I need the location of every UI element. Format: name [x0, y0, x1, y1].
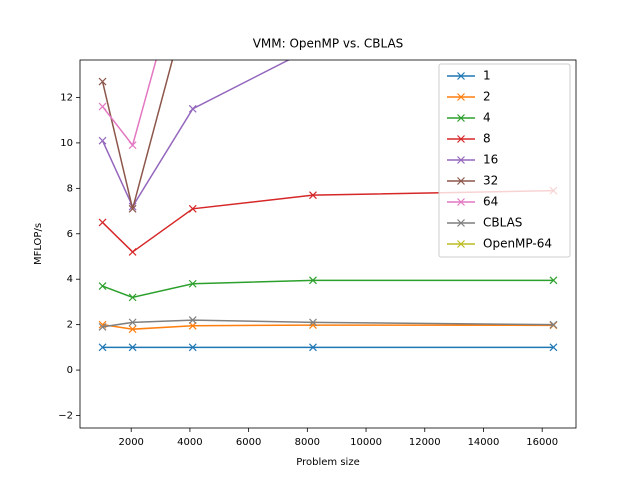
data-point [98, 77, 107, 86]
series-line [101, 60, 174, 209]
legend-marker [457, 135, 465, 143]
data-point [98, 102, 107, 111]
data-point [309, 343, 317, 352]
legend-label: CBLAS [483, 216, 522, 230]
data-point [128, 318, 137, 327]
series-line [101, 60, 157, 147]
y-tick-label: 6 [67, 229, 73, 240]
legend-marker [457, 240, 465, 248]
legend-label: 2 [483, 90, 491, 104]
data-point [128, 204, 137, 213]
x-tick-label: 6000 [236, 437, 261, 448]
data-point [309, 191, 317, 200]
legend-marker [457, 219, 465, 227]
axes-frame [79, 59, 577, 429]
y-tick-label: 4 [67, 274, 73, 285]
legend-marker [457, 156, 465, 164]
data-point [128, 141, 137, 150]
y-tick-label: 0 [67, 365, 73, 376]
y-tick-label: 8 [67, 183, 73, 194]
legend-label: OpenMP-64 [483, 237, 552, 251]
data-point [128, 343, 137, 352]
data-point [98, 322, 107, 331]
x-tick-label: 8000 [295, 437, 320, 448]
y-axis-label: MFLOP/s [33, 223, 44, 265]
data-point [188, 204, 197, 213]
legend-label: 8 [483, 132, 491, 146]
legend-label: 4 [483, 111, 491, 125]
legend-marker [457, 198, 465, 206]
legend-label: 16 [483, 153, 498, 167]
data-point [549, 276, 558, 285]
legend-label: 32 [483, 174, 498, 188]
data-point [188, 104, 197, 113]
x-tick-label: 14000 [468, 437, 500, 448]
data-point [549, 320, 558, 329]
data-point [98, 218, 107, 227]
data-point [128, 325, 137, 334]
data-point [98, 282, 107, 290]
y-tick-label: 2 [67, 320, 73, 331]
legend-marker [457, 93, 465, 101]
x-tick-label: 4000 [177, 437, 202, 448]
data-point [188, 321, 197, 330]
data-point [128, 248, 137, 256]
data-point [128, 293, 137, 302]
data-point [98, 343, 107, 352]
x-tick-label: 2000 [118, 437, 143, 448]
legend-marker [457, 114, 465, 122]
plot-area [98, 60, 558, 352]
y-tick-label: 12 [60, 92, 73, 103]
data-point [188, 279, 197, 288]
legend-label: 64 [483, 195, 498, 209]
x-tick-label: 12000 [409, 437, 441, 448]
y-tick-label: 10 [60, 138, 73, 149]
data-point [188, 343, 197, 352]
x-axis-label: Problem size [296, 457, 359, 468]
legend-marker [457, 72, 465, 80]
y-tick-label: −2 [58, 411, 73, 422]
data-point [309, 276, 317, 285]
legend-label: 1 [483, 69, 491, 83]
x-tick-label: 16000 [526, 437, 558, 448]
chart-title: VMM: OpenMP vs. CBLAS [253, 37, 404, 51]
legend-marker [457, 177, 465, 185]
x-tick-label: 10000 [350, 437, 382, 448]
data-point [98, 136, 107, 145]
data-point [188, 316, 197, 325]
data-point [549, 343, 558, 352]
legend-box [438, 63, 571, 258]
data-point [309, 318, 317, 327]
